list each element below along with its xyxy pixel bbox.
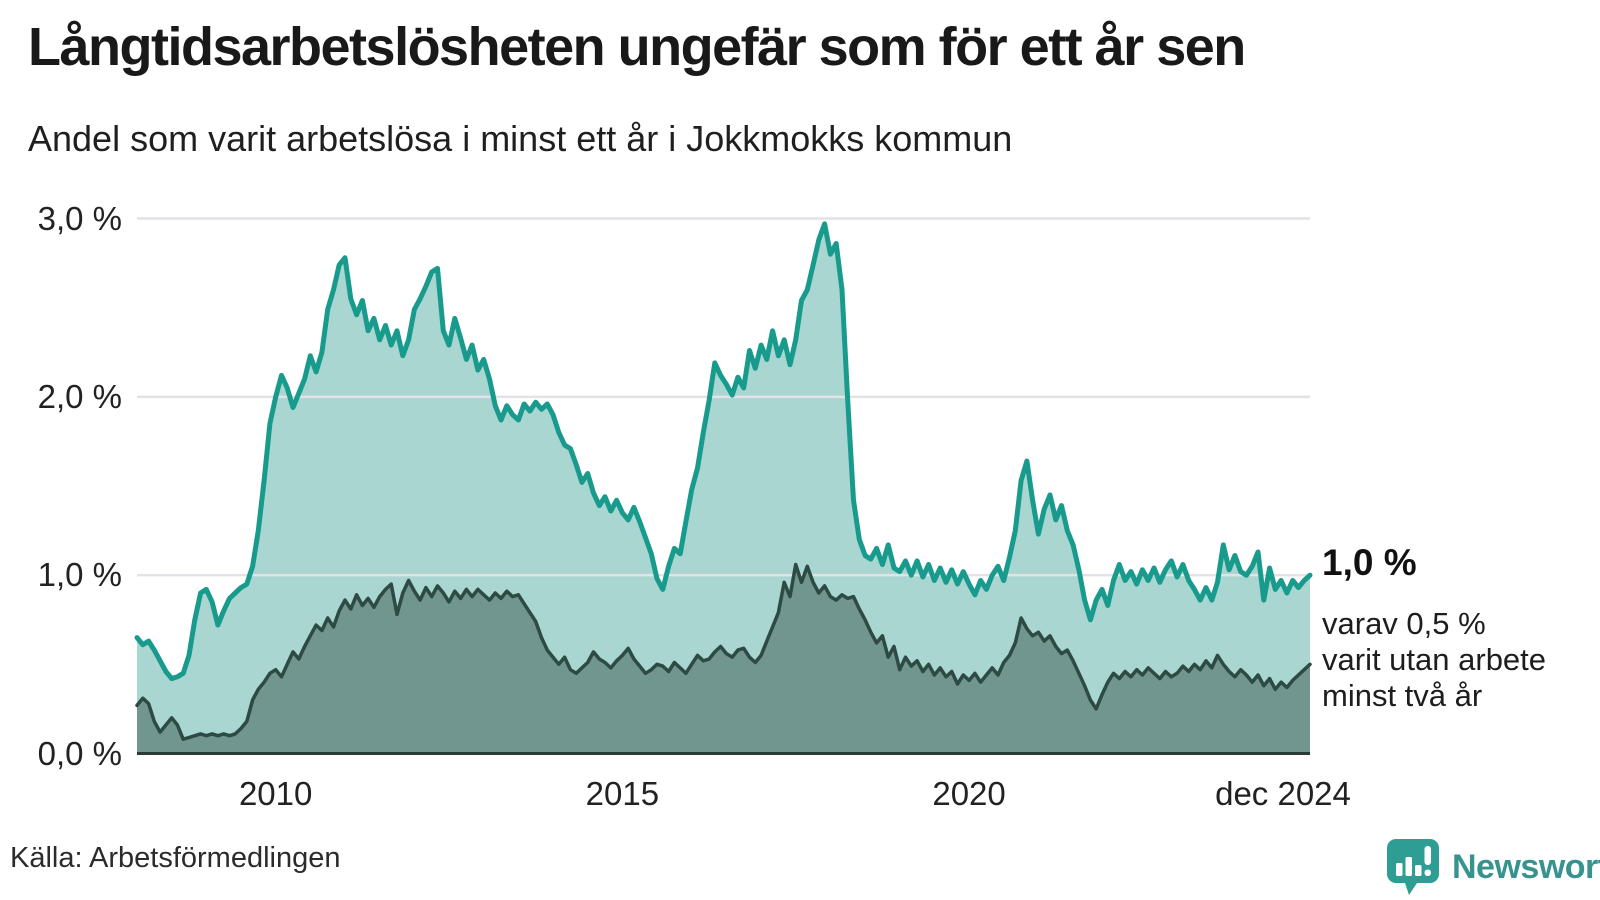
source-note: Källa: Arbetsförmedlingen (10, 842, 341, 874)
newsworthy-logo: Newsworthy (1386, 838, 1600, 896)
y-tick-label: 3,0 % (37, 199, 122, 237)
y-tick-label: 1,0 % (37, 556, 122, 594)
end-sub-label: varav 0,5 % varit utan arbete minst två … (1322, 606, 1546, 714)
end-value-label: 1,0 % (1322, 542, 1417, 583)
page-subtitle: Andel som varit arbetslösa i minst ett å… (28, 118, 1013, 159)
x-tick-label: 2020 (932, 775, 1006, 812)
end-sub-label-line: varit utan arbete (1322, 642, 1547, 677)
newsworthy-logo-icon (1387, 839, 1439, 895)
end-sub-label-line: minst två år (1322, 678, 1483, 713)
page-title: Långtidsarbetslösheten ungefär som för e… (28, 17, 1246, 77)
x-tick-label: 2010 (238, 775, 313, 812)
newsworthy-logo-text: Newsworthy (1452, 847, 1600, 886)
y-tick-label: 2,0 % (37, 377, 122, 415)
series-line-total (134, 221, 1313, 682)
series-line-two-years (135, 562, 1312, 741)
area-fill-two-years (137, 564, 1310, 754)
end-sub-label-line: varav 0,5 % (1322, 606, 1486, 641)
y-tick-label: 0,0 % (37, 734, 122, 772)
x-tick-label: 2015 (585, 775, 660, 812)
x-tick-label: dec 2024 (1215, 775, 1351, 812)
